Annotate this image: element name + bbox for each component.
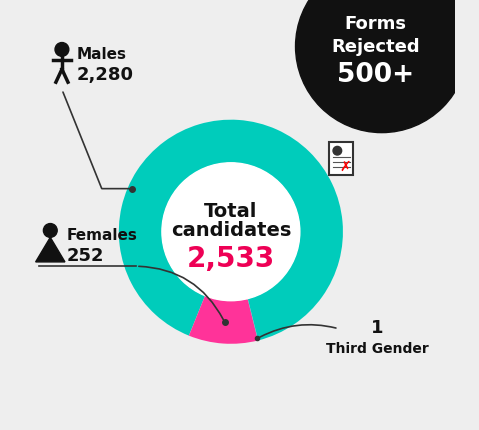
Circle shape: [296, 0, 468, 133]
Wedge shape: [189, 296, 258, 344]
Text: 252: 252: [67, 246, 104, 264]
Wedge shape: [119, 120, 343, 341]
Text: Total: Total: [204, 201, 258, 220]
Circle shape: [162, 163, 300, 301]
Wedge shape: [248, 299, 258, 341]
Text: 1: 1: [371, 318, 384, 336]
Text: 2,533: 2,533: [187, 244, 275, 272]
Circle shape: [333, 147, 342, 156]
Text: Rejected: Rejected: [331, 38, 420, 56]
Text: ✗: ✗: [339, 160, 351, 174]
Circle shape: [44, 224, 57, 238]
Text: Forms: Forms: [344, 15, 406, 33]
Text: 500+: 500+: [337, 62, 414, 88]
Text: Males: Males: [77, 47, 126, 62]
Text: 2,280: 2,280: [77, 65, 134, 83]
Circle shape: [55, 43, 69, 57]
Text: Third Gender: Third Gender: [326, 341, 429, 355]
Text: candidates: candidates: [171, 221, 291, 240]
FancyBboxPatch shape: [329, 143, 353, 175]
Polygon shape: [35, 238, 65, 262]
Text: Females: Females: [67, 228, 138, 243]
